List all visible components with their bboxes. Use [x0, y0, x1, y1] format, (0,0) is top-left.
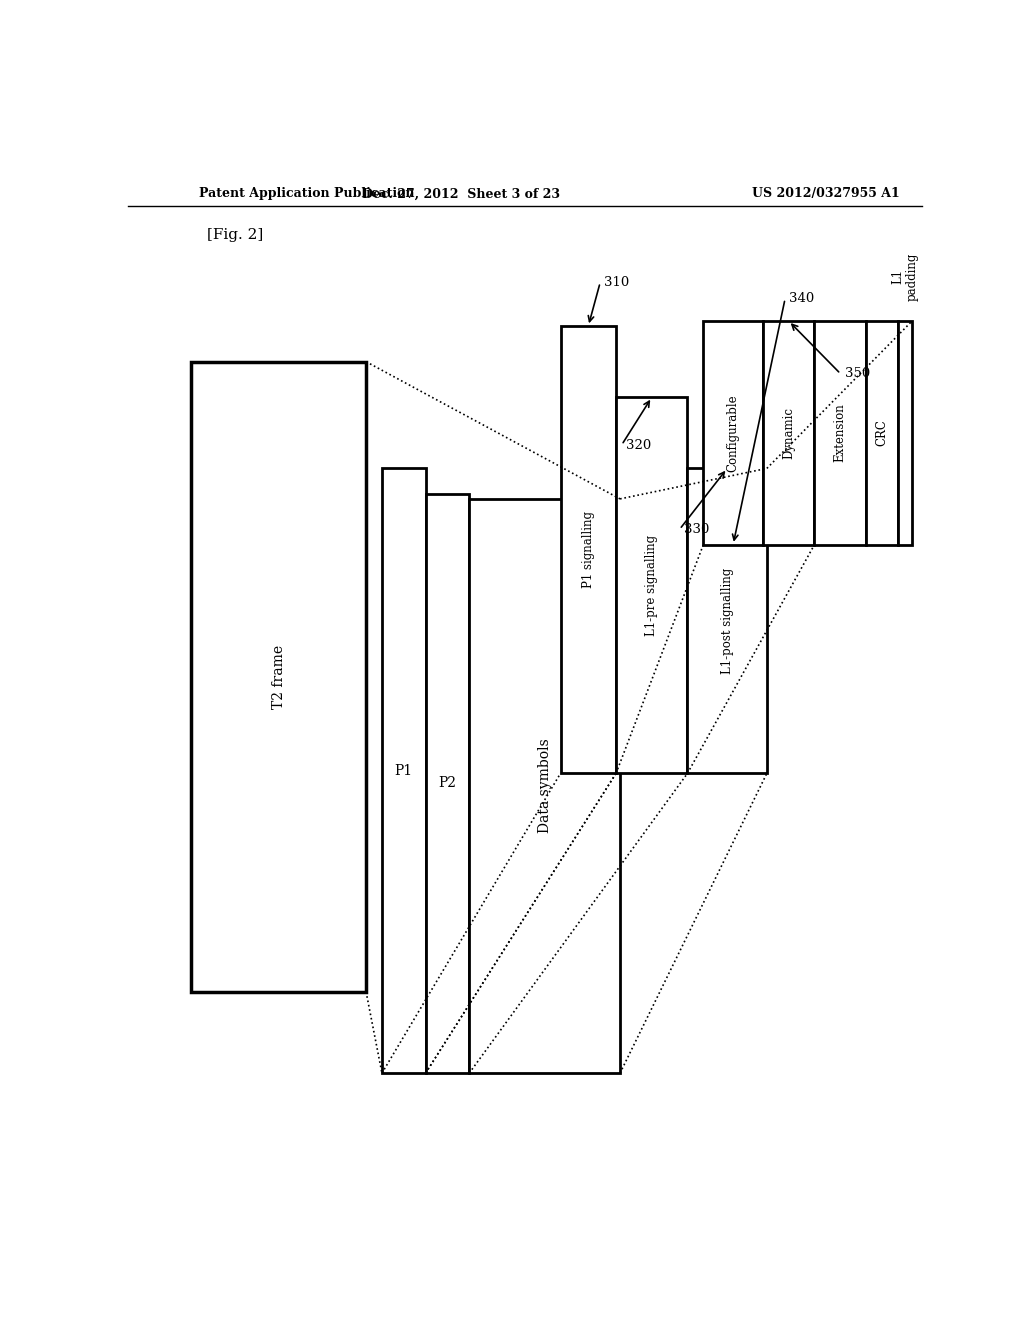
FancyBboxPatch shape: [382, 469, 426, 1073]
Text: L1
padding: L1 padding: [891, 252, 919, 301]
Text: Extension: Extension: [834, 404, 847, 462]
Text: P1 signalling: P1 signalling: [582, 511, 595, 589]
Text: 330: 330: [684, 523, 709, 536]
Text: [Fig. 2]: [Fig. 2]: [207, 227, 263, 242]
Text: Configurable: Configurable: [727, 393, 739, 471]
Text: P1: P1: [394, 764, 413, 777]
FancyBboxPatch shape: [814, 321, 866, 545]
Text: 350: 350: [845, 367, 869, 380]
Text: 340: 340: [790, 292, 814, 305]
FancyBboxPatch shape: [763, 321, 814, 545]
FancyBboxPatch shape: [687, 469, 767, 774]
Text: 320: 320: [626, 438, 651, 451]
FancyBboxPatch shape: [560, 326, 616, 774]
Text: Patent Application Publication: Patent Application Publication: [200, 187, 415, 201]
Text: L1-post signalling: L1-post signalling: [721, 568, 733, 675]
Text: CRC: CRC: [876, 420, 889, 446]
Text: 310: 310: [604, 276, 630, 289]
Text: US 2012/0327955 A1: US 2012/0327955 A1: [753, 187, 900, 201]
FancyBboxPatch shape: [191, 362, 367, 991]
Text: Dynamic: Dynamic: [782, 407, 796, 459]
FancyBboxPatch shape: [426, 494, 469, 1073]
FancyBboxPatch shape: [469, 499, 620, 1073]
Text: Data symbols: Data symbols: [538, 739, 552, 833]
Text: P2: P2: [438, 776, 457, 791]
Text: L1-pre signalling: L1-pre signalling: [645, 535, 658, 636]
FancyBboxPatch shape: [616, 397, 687, 774]
Text: T2 frame: T2 frame: [271, 644, 286, 709]
FancyBboxPatch shape: [703, 321, 763, 545]
Text: Dec. 27, 2012  Sheet 3 of 23: Dec. 27, 2012 Sheet 3 of 23: [362, 187, 560, 201]
FancyBboxPatch shape: [898, 321, 912, 545]
FancyBboxPatch shape: [866, 321, 898, 545]
